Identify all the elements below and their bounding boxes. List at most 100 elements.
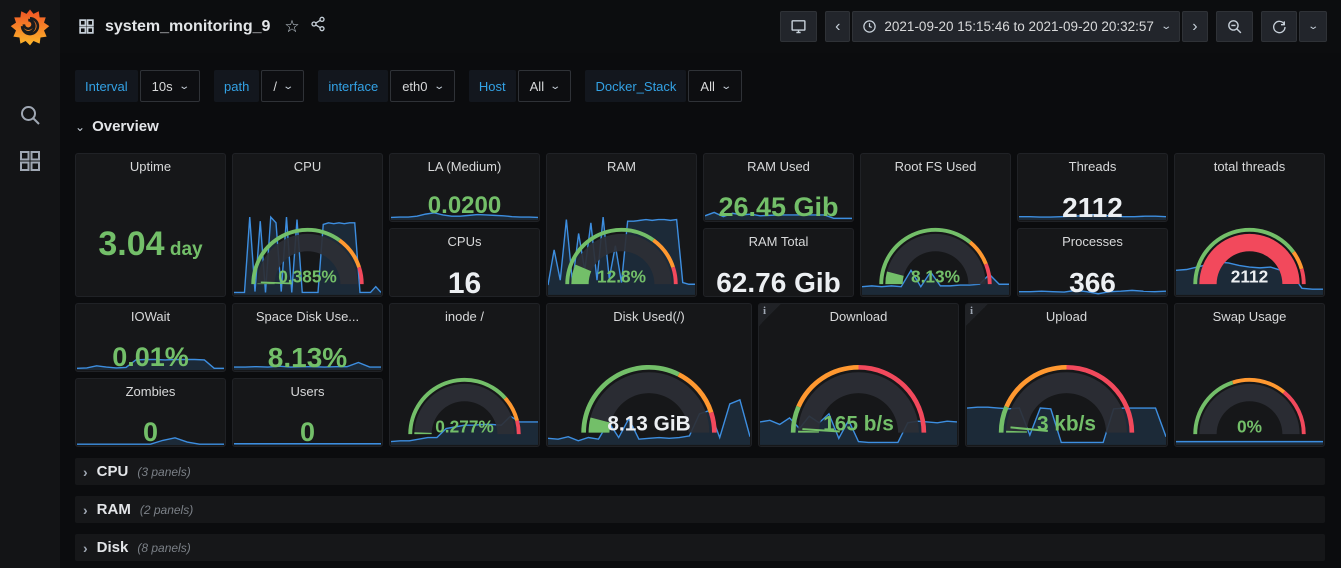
clock-icon [863,20,877,33]
variable-label-docker-stack[interactable]: Docker_Stack [585,70,687,102]
panel-title[interactable]: LA (Medium) [427,159,502,174]
panel-title[interactable]: CPU [293,159,322,174]
variable-value-host[interactable]: All ⌄ [517,70,572,102]
row-header-disk[interactable]: › Disk (8 panels) [75,534,1325,561]
panel-title[interactable]: CPUs [447,234,482,249]
panel-body: 3 kb/s [967,328,1166,445]
gauge: 8.13% [879,227,992,286]
panel-title[interactable]: Processes [1062,234,1123,249]
variable-value-docker-stack[interactable]: All ⌄ [688,70,743,102]
panel-space-disk-use: Space Disk Use... 8.13% [232,303,383,372]
variable-value-path[interactable]: / ⌄ [261,70,305,102]
panel-body: 26.45 Gib [705,178,852,220]
stat-value: 2112 [1062,191,1123,222]
info-icon[interactable]: i [759,304,781,326]
info-icon[interactable]: i [966,304,988,326]
time-range-forward-button[interactable]: › [1182,11,1208,42]
panel-title[interactable]: RAM Used [747,159,810,174]
dashboards-icon[interactable] [17,148,43,174]
panel-title[interactable]: Users [290,384,325,399]
share-icon[interactable] [310,16,326,37]
variable-value-interface[interactable]: eth0 ⌄ [390,70,455,102]
panel-cpus: CPUs 16 [389,228,540,297]
time-range-text: 2021-09-20 15:15:46 to 2021-09-20 20:32:… [884,19,1154,34]
panel-title[interactable]: Swap Usage [1212,309,1287,324]
grafana-logo-icon[interactable] [9,6,51,48]
panel-body: 12.8% [548,178,695,295]
panel-title[interactable]: IOWait [130,309,171,324]
panel-upload: Upload i 3 kb/s [965,303,1168,447]
gauge-value: 3 kb/s [1037,413,1096,436]
panel-title[interactable]: Download [829,309,888,324]
row-header-ram[interactable]: › RAM (2 panels) [75,496,1325,523]
panel-body: 0.0200 [391,178,538,220]
tv-mode-button[interactable] [780,11,818,42]
star-icon[interactable]: ☆ [284,16,300,36]
panel-body: 366 [1019,253,1166,296]
panel-title[interactable]: Uptime [129,159,172,174]
gauge-value: 0.385% [278,266,337,286]
gauge-value: 8.13% [911,266,960,286]
panel-zombies: Zombies 0 [75,378,226,447]
stat-value: 62.76 Gib [716,266,841,297]
variable-label-path[interactable]: path [214,70,260,102]
gauge-value: 8.13 GiB [607,413,690,436]
gauge: 0.385% [251,227,364,286]
panel-body: 165 b/s [760,328,957,445]
panel-title[interactable]: Disk Used(/) [613,309,685,324]
panel-inode-root: inode / 0.277% [389,303,540,447]
row-header-overview[interactable]: ⌄ Overview [75,118,159,135]
panel-title[interactable]: Upload [1045,309,1088,324]
gauge: 165 b/s [790,364,927,436]
chevron-down-icon: ⌄ [549,80,562,92]
row-header-cpu[interactable]: › CPU (3 panels) [75,458,1325,485]
sparkline [391,178,538,220]
gauge-value: 0.277% [435,416,494,436]
variable-label-interface[interactable]: interface [318,70,389,102]
dashboard-title[interactable]: system_monitoring_9 [105,17,271,35]
panel-swap-usage: Swap Usage 0% [1174,303,1325,447]
panel-title[interactable]: Threads [1068,159,1117,174]
stat-value: 0 [299,416,316,447]
panel-title[interactable]: Space Disk Use... [255,309,360,324]
zoom-out-button[interactable] [1215,11,1253,42]
sparkline [234,328,381,370]
panel-la-medium: LA (Medium) 0.0200 [389,153,540,222]
panel-body: 0.385% [234,178,381,295]
variable-value-interval[interactable]: 10s ⌄ [139,70,200,102]
panel-iowait: IOWait 0.01% [75,303,226,372]
section-title: Overview [92,118,159,135]
refresh-button[interactable] [1260,11,1297,42]
chevron-down-icon: ⌄ [75,119,86,134]
panel-title[interactable]: inode / [444,309,485,324]
panel-body: 16 [391,253,538,296]
panel-title[interactable]: Root FS Used [894,159,977,174]
panel-body: 2112 [1019,178,1166,222]
search-icon[interactable] [17,102,43,128]
panel-body: 2112 [1176,178,1323,295]
variable-label-host[interactable]: Host [468,70,516,102]
panel-title[interactable]: total threads [1213,159,1286,174]
dashboard-grid-icon[interactable] [78,18,95,35]
panel-body: 62.76 Gib [705,253,852,297]
chevron-right-icon: › [83,463,88,480]
gauge: 0% [1193,377,1306,436]
panel-title[interactable]: Zombies [125,384,176,399]
panel-body: 0.01% [77,328,224,370]
variable-label-interval[interactable]: Interval [75,70,138,102]
gauge-value: 165 b/s [823,413,894,436]
chevron-right-icon: › [83,539,88,556]
panel-title[interactable]: RAM Total [748,234,809,249]
time-range-back-button[interactable]: ‹ [825,11,851,42]
panel-title[interactable]: RAM [607,159,636,174]
stat-unit: day [164,239,203,261]
sparkline [77,328,224,370]
gauge: 0.277% [408,377,521,436]
gauge: 2112 [1193,227,1306,286]
refresh-interval-caret[interactable]: ⌄ [1298,11,1327,42]
time-range-picker[interactable]: 2021-09-20 15:15:46 to 2021-09-20 20:32:… [852,11,1181,42]
chevron-down-icon: ⌄ [432,80,445,92]
gauge-value: 0% [1237,416,1262,436]
panel-ram-total: RAM Total 62.76 Gib [703,228,854,297]
